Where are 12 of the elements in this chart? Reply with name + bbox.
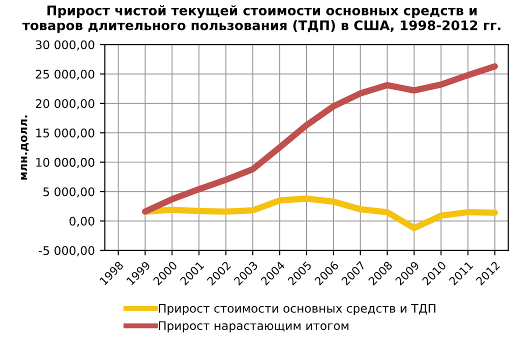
legend-label: Прирост стоимости основных средств и ТДП bbox=[158, 304, 436, 316]
y-axis-title: млн.долл. bbox=[20, 116, 29, 180]
y-tick-label: 0,00 bbox=[70, 216, 94, 227]
y-tick-label: 25 000,00 bbox=[36, 70, 94, 80]
y-tick-label: 10 000,00 bbox=[36, 158, 94, 168]
chart-title: Прирост чистой текущей стоимости основных средств и товаров длительного пользования (ТДП) в США, 1998-2012 гг. bbox=[22, 5, 500, 33]
y-tick-label: -5 000,00 bbox=[38, 246, 94, 256]
y-tick-label: 20 000,00 bbox=[36, 99, 94, 110]
y-tick-label: 30 000,00 bbox=[36, 40, 94, 50]
y-tick-label: 15 000,00 bbox=[36, 128, 94, 139]
y-tick-label: 5 000,00 bbox=[43, 187, 94, 198]
legend-label: Прирост нарастающим итогом bbox=[158, 321, 348, 332]
